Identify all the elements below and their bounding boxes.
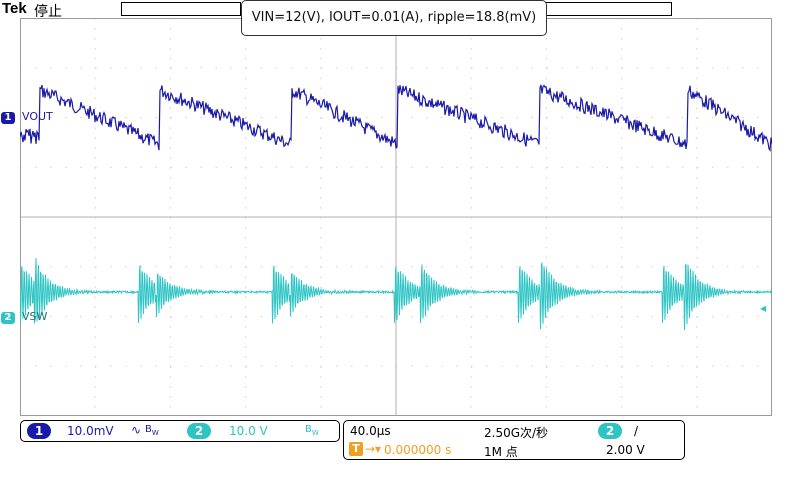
ch1-marker[interactable]: 1 [1,112,15,124]
ch2-scale: 10.0 V [229,424,268,438]
ch1-bw-limit: BW [145,424,159,437]
ch1-scale: 10.0mV [67,424,114,438]
trigger-level: 2.00 V [606,443,645,457]
ch2-label: VSW [22,310,48,323]
waveform-svg [19,18,774,418]
waveform-display[interactable] [19,18,774,418]
ch2-badge[interactable]: 2 [187,423,211,439]
trigger-position: 0.000000 s [384,443,452,457]
trigger-arrow-icon: →▾ [365,442,382,456]
vertical-readout-panel[interactable]: 1 10.0mV ∿ BW 2 10.0 V BW [20,420,340,442]
ac-coupling-icon: ∿ [131,423,142,437]
status-bar: Tek 停止 [0,0,800,20]
trigger-level-arrow-icon[interactable]: ◂ [760,301,767,315]
ch2-bw-limit: BW [305,424,319,437]
trigger-source-badge[interactable]: 2 [598,423,622,439]
record-length: 1M 点 [484,445,518,459]
trigger-slope-icon: / [634,424,639,438]
ch1-label: VOUT [22,110,53,123]
record-window-left [121,2,241,16]
ch2-marker[interactable]: 2 [1,312,15,324]
run-state: 停止 [34,4,62,20]
record-window-right [545,2,672,16]
waveform-ch1 [19,84,773,152]
timebase: 40.0μs [350,424,391,438]
brand-logo: Tek [2,0,27,17]
ch1-badge[interactable]: 1 [27,423,51,439]
waveform-ch2 [19,257,773,331]
graticule [20,18,774,418]
sample-rate: 2.50G次/秒 [484,426,549,440]
trigger-position-icon: T [349,442,363,456]
horizontal-trigger-panel[interactable]: 40.0μs 2.50G次/秒 2 / T →▾ 0.000000 s 1M 点… [343,420,685,460]
measurement-annotation: VIN=12(V), IOUT=0.01(A), ripple=18.8(mV) [241,0,547,36]
